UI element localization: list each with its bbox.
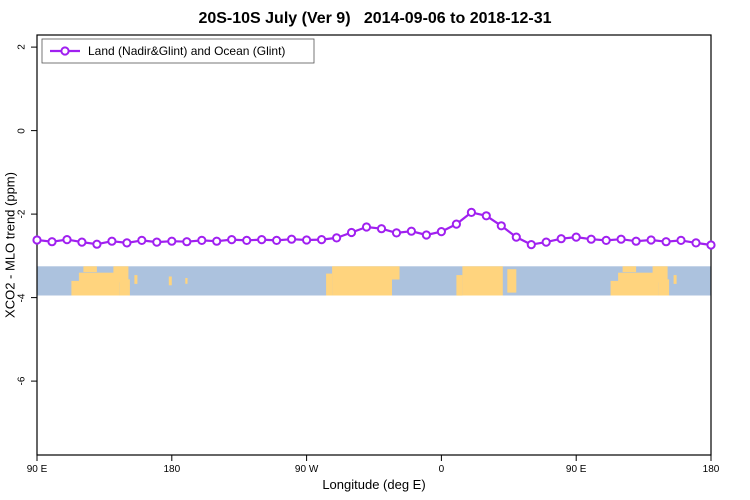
data-line [35,211,713,247]
data-point-marker [481,211,491,221]
y-axis-label: XCO2 - MLO trend (ppm) [2,172,18,318]
data-point-marker [436,227,446,237]
data-point-marker [137,235,147,245]
data-point-marker [556,234,566,244]
data-point-marker [526,240,536,250]
y-tick-label: 2 [16,44,28,50]
data-point-marker [406,226,416,236]
x-axis-label: Longitude (deg E) [322,477,426,492]
map-land-patch [119,279,130,296]
map-land-patch [332,266,392,296]
data-point-marker [197,235,207,245]
x-tick-label: 180 [702,464,720,475]
map-land-patch [392,266,400,280]
data-point-marker [287,234,297,244]
data-point-marker [616,234,626,244]
data-point-marker [47,237,57,247]
y-tick-label: 0 [16,127,28,134]
data-point-marker [601,235,611,245]
data-point-marker [92,239,102,249]
map-land-patch [326,273,333,296]
map-land-patch [673,275,677,284]
data-point-marker [62,235,72,245]
data-point-marker [391,228,402,238]
map-land-patch [618,272,659,296]
data-point-marker [706,240,716,250]
data-point-marker [631,236,641,246]
data-point-marker [332,233,342,243]
data-point-marker [376,224,387,234]
data-point-marker [661,237,671,247]
data-point-marker [317,235,327,245]
map-land-patch [456,275,463,296]
data-point-marker [77,237,87,247]
y-tick-label: -4 [16,293,28,303]
y-tick-label: -2 [16,209,28,219]
map-land-patch [71,280,81,296]
data-point-marker [466,207,476,217]
data-point-marker [676,235,686,245]
data-point-marker [272,235,282,245]
map-land-patch [168,276,172,286]
map-land-patch [185,278,188,284]
data-point-marker [107,236,117,246]
map-land-patch [78,272,120,296]
x-tick-label: 0 [438,464,445,475]
map-land-patch [113,266,129,283]
legend-marker [60,46,70,56]
data-point-marker [421,230,431,240]
map-land-patch [652,266,668,283]
data-point-marker [257,235,267,245]
data-point-marker [586,234,596,244]
map-land-patch [134,275,138,284]
map-land-patch [658,279,670,296]
data-point-marker [152,237,162,247]
data-point-marker [451,219,461,229]
x-tick-label: 90 E [565,464,587,475]
map-land-patch [83,266,97,273]
map-land-patch [462,266,503,296]
data-point-marker [227,235,237,245]
map-land-patch [507,269,517,293]
plot-border [36,34,712,456]
data-point-marker [646,235,656,245]
legend-label: Land (Nadir&Glint) and Ocean (Glint) [88,44,286,58]
data-point-marker [511,232,521,242]
data-point-marker [167,236,177,246]
data-point-marker [571,232,581,242]
data-point-marker [361,222,372,232]
data-point-marker [496,221,506,231]
map-land-patch [610,280,620,296]
data-point-marker [212,236,222,246]
chart-title: 20S-10S July (Ver 9) 2014-09-06 to 2018-… [198,10,552,27]
x-tick-label: 90 W [294,464,319,475]
y-tick-label: -6 [16,376,28,386]
data-point-marker [541,237,551,247]
data-point-marker [182,237,192,247]
legend-box [41,38,315,64]
x-tick-label: 90 E [26,464,48,475]
data-point-marker [32,235,42,245]
data-point-marker [691,238,701,248]
data-point-marker [242,235,252,245]
map-land-patch [622,266,637,273]
data-point-marker [346,227,357,238]
data-point-marker [302,235,312,245]
x-tick-label: 180 [163,464,181,475]
data-point-marker [122,238,132,248]
